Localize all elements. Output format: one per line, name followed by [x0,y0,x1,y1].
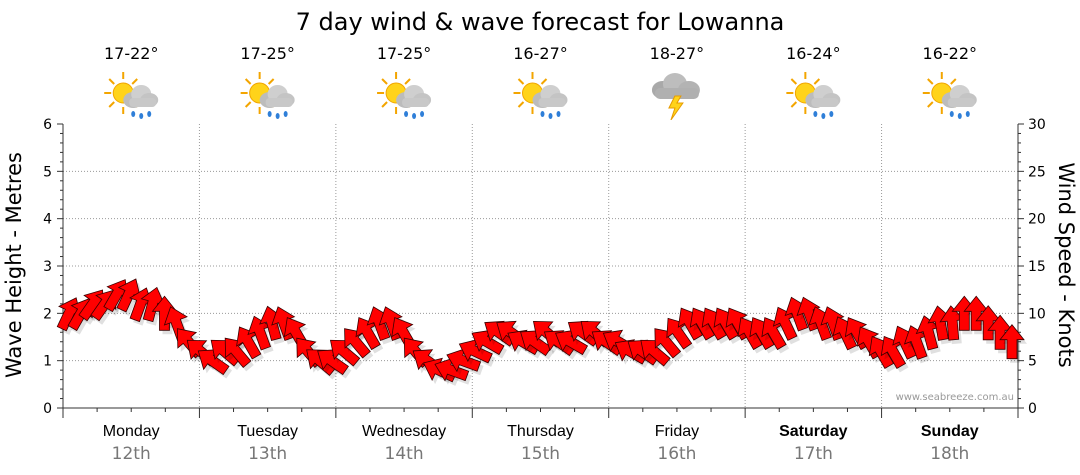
day-name: Saturday [779,423,848,440]
right-tick-label: 5 [1028,354,1037,370]
left-axis-ticks: 0 1 2 3 4 5 6 [43,117,63,417]
sun-cloud-rain-icon [785,71,842,120]
sun-cloud-rain-icon [512,71,569,120]
sun-cloud-rain-icon [921,71,978,120]
day-temperature: 17-25° [240,44,295,63]
day-date: 12th [112,444,151,464]
sun-cloud-rain-icon [376,71,433,120]
chart-grid [63,124,1018,408]
thunderstorm-icon [651,72,701,120]
day-temperature: 16-27° [513,44,568,63]
day-date: 15th [521,444,560,464]
day-temperature: 17-25° [377,44,432,63]
left-tick-label: 0 [43,401,52,417]
day-name: Wednesday [362,423,446,440]
left-tick-label: 4 [43,212,52,228]
right-tick-label: 25 [1028,164,1046,180]
day-name: Tuesday [237,423,298,440]
wind-arrows-series [56,278,1027,386]
day-name: Thursday [507,423,574,440]
day-temperature: 16-24° [786,44,841,63]
day-date: 17th [794,444,833,464]
day-date: 14th [385,444,424,464]
credit-watermark: www.seabreeze.com.au [896,392,1014,403]
right-axis-label: Wind Speed - Knots [1054,162,1078,367]
day-forecast-header: 17-22° 17-25° 17-25° 16-27° 18-27° 16-24° 16-2… [103,44,978,120]
right-axis-ticks: 0 5 10 15 20 25 30 [1018,117,1046,417]
day-temperature: 16-22° [923,44,978,63]
sun-cloud-rain-icon [103,71,160,120]
right-tick-label: 10 [1028,306,1046,322]
sun-cloud-rain-icon [239,71,296,120]
day-name: Sunday [921,423,979,440]
day-date: 18th [930,444,969,464]
chart-title: 7 day wind & wave forecast for Lowanna [296,8,785,36]
right-tick-label: 20 [1028,212,1046,228]
right-tick-label: 15 [1028,259,1046,275]
day-name: Friday [655,423,699,440]
left-axis-label: Wave Height - Metres [2,152,26,378]
wind-arrow [999,324,1025,360]
left-tick-label: 5 [43,164,52,180]
left-tick-label: 3 [43,259,52,275]
day-date: 16th [657,444,696,464]
left-tick-label: 6 [43,117,52,133]
day-date: 13th [248,444,287,464]
day-labels: Monday 12th Tuesday 13th Wednesday 14th Thursd… [62,408,1019,464]
right-tick-label: 30 [1028,117,1046,133]
day-temperature: 18-27° [650,44,705,63]
left-tick-label: 2 [43,306,52,322]
right-tick-label: 0 [1028,401,1037,417]
day-temperature: 17-22° [104,44,159,63]
left-tick-label: 1 [43,354,52,370]
day-name: Monday [103,423,160,440]
